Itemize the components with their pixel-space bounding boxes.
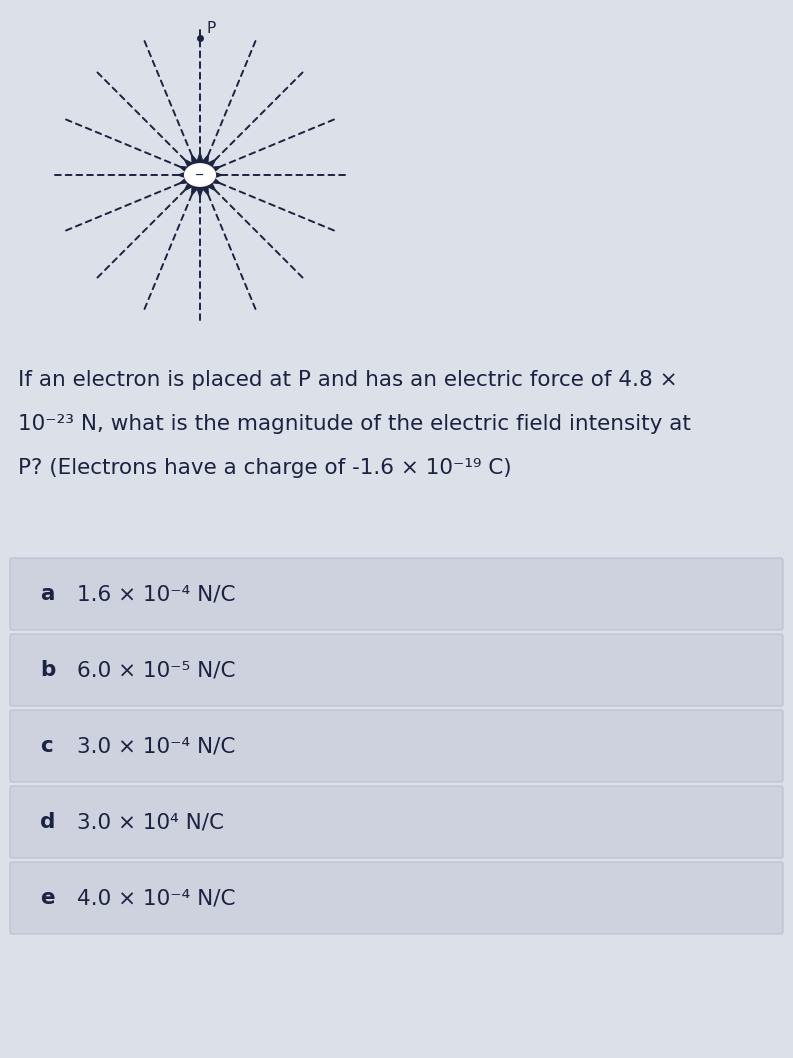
Text: P: P [206,21,215,36]
FancyBboxPatch shape [10,710,783,782]
Text: −: − [195,170,205,180]
Text: 3.0 × 10⁻⁴ N/C: 3.0 × 10⁻⁴ N/C [77,736,236,756]
Text: 1.6 × 10⁻⁴ N/C: 1.6 × 10⁻⁴ N/C [77,584,236,604]
Text: c: c [40,736,53,756]
Text: If an electron is placed at P and has an electric force of 4.8 ×: If an electron is placed at P and has an… [18,370,678,390]
Text: 4.0 × 10⁻⁴ N/C: 4.0 × 10⁻⁴ N/C [77,888,236,908]
Text: d: d [40,811,56,832]
Text: 10⁻²³ N, what is the magnitude of the electric field intensity at: 10⁻²³ N, what is the magnitude of the el… [18,414,691,434]
Polygon shape [178,153,222,197]
FancyBboxPatch shape [10,634,783,706]
FancyBboxPatch shape [10,862,783,934]
FancyBboxPatch shape [10,558,783,630]
Text: b: b [40,660,56,680]
Text: e: e [40,888,55,908]
Text: 6.0 × 10⁻⁵ N/C: 6.0 × 10⁻⁵ N/C [77,660,236,680]
Ellipse shape [185,164,216,186]
Text: 3.0 × 10⁴ N/C: 3.0 × 10⁴ N/C [77,811,224,832]
FancyBboxPatch shape [10,786,783,858]
Text: P? (Electrons have a charge of -1.6 × 10⁻¹⁹ C): P? (Electrons have a charge of -1.6 × 10… [18,458,511,478]
Text: a: a [40,584,55,604]
